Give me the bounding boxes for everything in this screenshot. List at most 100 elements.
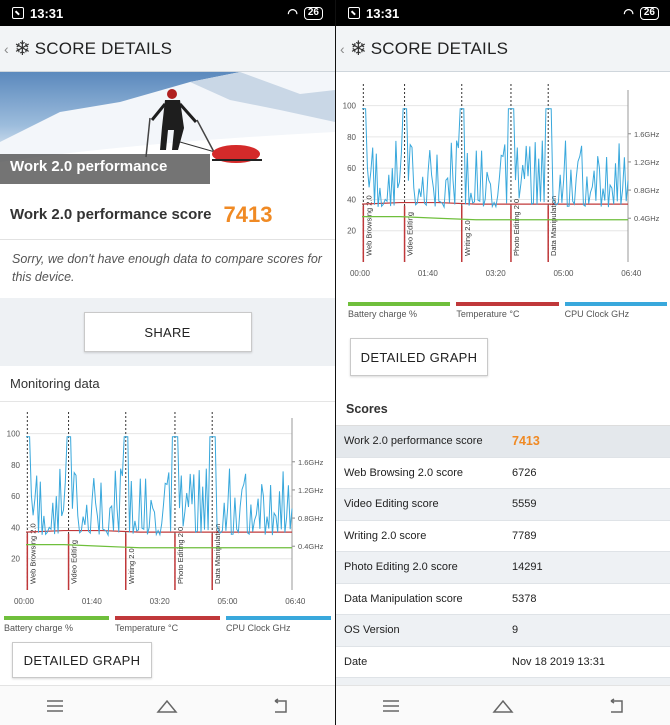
score-row: Writing 2.0 score 7789: [336, 520, 670, 552]
graph-button-section: DETAILED GRAPH: [0, 634, 335, 685]
y2-tick-label: 0.8GHz: [634, 186, 660, 195]
y2-tick-label: 1.2GHz: [634, 158, 660, 167]
y-tick-label: 80: [11, 461, 20, 470]
x-tick-label: 00:00: [14, 597, 35, 606]
menu-icon[interactable]: [382, 699, 400, 713]
status-time: 13:31: [366, 5, 400, 21]
x-tick-label: 01:40: [82, 597, 103, 606]
detailed-graph-button[interactable]: DETAILED GRAPH: [12, 642, 152, 678]
detailed-graph-button[interactable]: DETAILED GRAPH: [350, 338, 488, 376]
legend-temperature: Temperature °C: [456, 302, 559, 319]
y2-tick-label: 1.6GHz: [634, 130, 660, 139]
y-tick-label: 100: [343, 102, 357, 111]
score-row-label: Work 2.0 performance score: [344, 435, 483, 448]
y-tick-label: 100: [7, 430, 21, 439]
y-tick-label: 60: [11, 492, 20, 501]
score-row: Date Nov 18 2019 13:31: [336, 646, 670, 678]
x-tick-label: 06:40: [285, 597, 306, 606]
x-tick-label: 05:00: [217, 597, 238, 606]
score-row: Web Browsing 2.0 score 6726: [336, 457, 670, 489]
content-scroll[interactable]: Work 2.0 performance Work 2.0 performanc…: [0, 72, 335, 685]
nav-bar: [0, 685, 335, 725]
score-value: 7413: [223, 201, 273, 227]
marker-label: Video Editing: [406, 212, 415, 256]
y-tick-label: 20: [347, 227, 356, 236]
score-row-label: Photo Editing 2.0 score: [344, 561, 458, 574]
chart-legend: Battery charge % Temperature °C CPU Cloc…: [0, 616, 335, 633]
battery-line: [362, 216, 628, 221]
return-icon[interactable]: [607, 697, 625, 714]
back-icon[interactable]: ‹: [340, 40, 345, 57]
marker-label: Photo Editing 2.0: [176, 527, 185, 584]
cpu-clock-line: [26, 436, 293, 538]
score-row: OS Version 9: [336, 615, 670, 647]
chart-legend: Battery charge % Temperature °C CPU Cloc…: [344, 302, 670, 319]
score-row-value: 7413: [512, 434, 540, 449]
home-icon[interactable]: [156, 698, 179, 714]
marker-label: Data Manipulation: [549, 196, 558, 256]
wifi-icon: ◠: [287, 6, 298, 20]
nav-bar: [336, 685, 670, 725]
status-bar: 13:31 ◠ 26: [0, 0, 335, 26]
page-title: SCORE DETAILS: [370, 38, 509, 58]
x-tick-label: 03:20: [150, 597, 171, 606]
page-title: SCORE DETAILS: [34, 38, 173, 58]
score-row-value: 7789: [512, 529, 537, 542]
return-icon[interactable]: [271, 697, 289, 714]
home-icon[interactable]: [492, 698, 515, 714]
battery-icon: 26: [639, 6, 659, 20]
x-tick-label: 01:40: [418, 269, 439, 278]
x-tick-label: 00:00: [350, 269, 371, 278]
performance-score: Work 2.0 performance score 7413: [0, 190, 335, 240]
screen-left: 13:31 ◠ 26 ‹ ❄ SCORE DETAILS: [0, 0, 335, 725]
score-row-label: Date: [344, 655, 368, 668]
share-button[interactable]: SHARE: [83, 312, 252, 352]
scores-table: Work 2.0 performance score 7413 Web Browsi…: [336, 426, 670, 678]
snowflake-logo-icon[interactable]: ❄: [14, 37, 31, 60]
score-row-label: Writing 2.0 score: [344, 529, 427, 542]
monitoring-chart-svg: 100 80 60 40 20 1.6GHz 1.2GHz 0.8GHz 0.4GHz 00:00…: [343, 84, 660, 278]
x-tick-label: 06:40: [621, 269, 642, 278]
y-tick-label: 40: [347, 195, 356, 204]
battery-icon: 26: [303, 6, 323, 20]
no-comparison-message: Sorry, we don't have enough data to comp…: [0, 240, 335, 298]
legend-battery: Battery charge %: [4, 616, 109, 633]
score-label: Work 2.0 performance score: [10, 206, 212, 223]
score-row: Work 2.0 performance score 7413: [336, 426, 670, 458]
y2-tick-label: 1.6GHz: [298, 458, 324, 467]
legend-temperature: Temperature °C: [115, 616, 220, 633]
score-row-label: Video Editing score: [344, 498, 439, 511]
score-row-value: Nov 18 2019 13:31: [512, 655, 605, 668]
content-scroll[interactable]: 100 80 60 40 20 1.6GHz 1.2GHz 0.8GHz 0.4GHz 00:00…: [336, 72, 670, 685]
score-row-value: 6726: [512, 466, 537, 479]
back-icon[interactable]: ‹: [4, 40, 9, 57]
legend-cpu-clock: CPU Clock GHz: [564, 302, 667, 319]
score-row-value: 5559: [512, 498, 537, 511]
x-tick-label: 05:00: [553, 269, 574, 278]
y-tick-label: 80: [347, 133, 356, 142]
legend-cpu-clock: CPU Clock GHz: [226, 616, 331, 633]
scores-title: Scores: [336, 390, 670, 426]
hero-image: Work 2.0 performance: [0, 72, 335, 190]
snowflake-logo-icon[interactable]: ❄: [350, 37, 367, 60]
score-row: Data Manipulation score 5378: [336, 583, 670, 615]
monitoring-chart-svg: 100 80 60 40 20 1.6GHz 1.2GHz 0.8GHz 0.4GHz 00:00…: [7, 412, 324, 606]
monitoring-chart: 100 80 60 40 20 1.6GHz 1.2GHz 0.8GHz 0.4GHz 00:00…: [0, 402, 335, 634]
score-row: Video Editing score 5559: [336, 489, 670, 521]
app-bar: ‹ ❄ SCORE DETAILS: [336, 26, 670, 72]
y-tick-label: 40: [11, 523, 20, 532]
marker-label: Web Browsing 2.0: [364, 195, 373, 256]
marker-label: Writing 2.0: [463, 220, 472, 256]
app-bar: ‹ ❄ SCORE DETAILS: [0, 26, 335, 72]
score-row: Photo Editing 2.0 score 14291: [336, 552, 670, 584]
marker-label: Photo Editing 2.0: [512, 199, 521, 256]
status-time: 13:31: [30, 5, 64, 21]
monitoring-title: Monitoring data: [0, 366, 335, 402]
marker-label: Video Editing: [70, 540, 79, 584]
y2-tick-label: 0.8GHz: [298, 514, 324, 523]
menu-icon[interactable]: [46, 699, 64, 713]
legend-battery: Battery charge %: [348, 302, 451, 319]
y2-tick-label: 0.4GHz: [298, 542, 324, 551]
score-row-label: Data Manipulation score: [344, 592, 463, 605]
score-row-label: Web Browsing 2.0 score: [344, 466, 464, 479]
